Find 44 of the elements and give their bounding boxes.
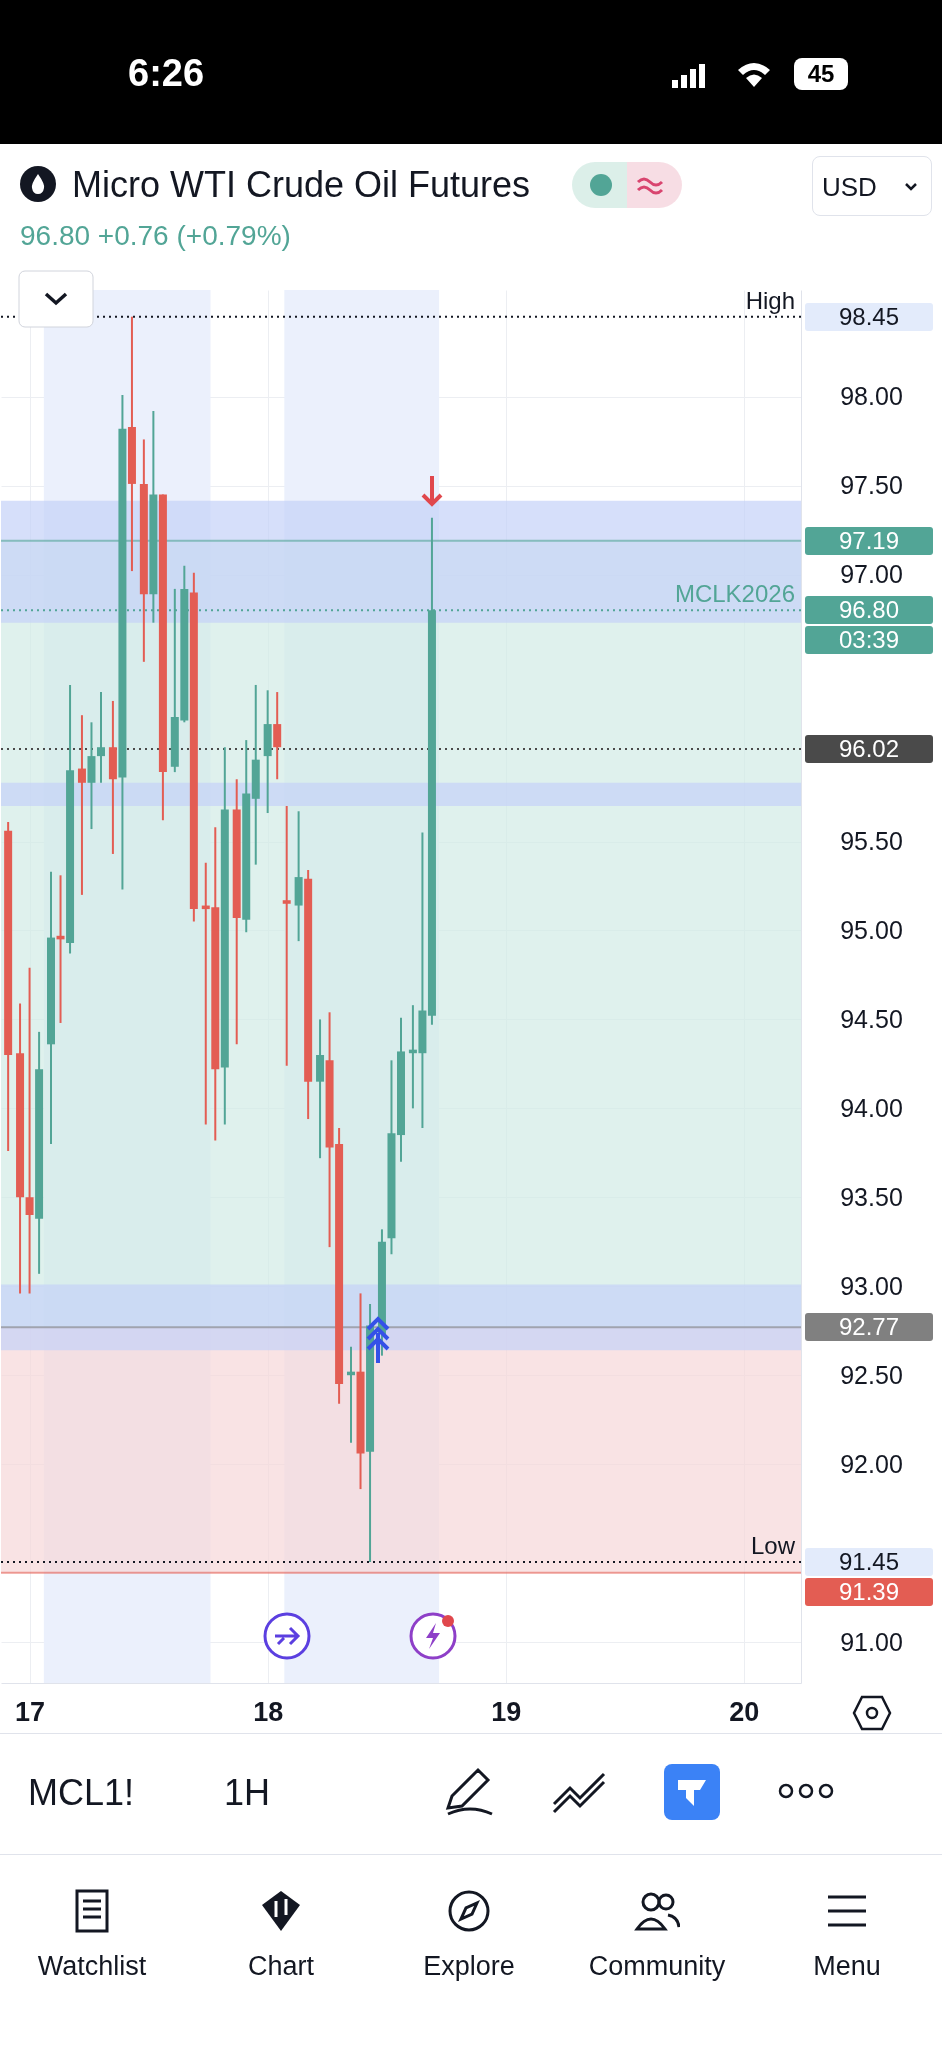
text: Watchlist xyxy=(36,1951,148,1982)
y-tick-label: 95.50 xyxy=(840,827,903,856)
battery-icon: 45 xyxy=(794,58,848,90)
text: 96.02 xyxy=(805,734,933,763)
text: Menu xyxy=(812,1951,882,1982)
candlestick xyxy=(282,804,291,1067)
y-tick-label: 97.00 xyxy=(840,560,903,589)
candlestick xyxy=(97,691,105,784)
text: 97.19 xyxy=(805,526,933,555)
text: 96.80 xyxy=(805,596,933,625)
y-tick-label: 91.00 xyxy=(840,1627,903,1656)
text: 92.77 xyxy=(805,1313,933,1342)
x-tick-label: 19 xyxy=(491,1696,522,1727)
y-tick-label: 93.50 xyxy=(840,1182,903,1211)
text: USD xyxy=(822,172,877,203)
y-tick-label: 93.00 xyxy=(840,1271,903,1300)
x-tick-label: 18 xyxy=(253,1696,284,1727)
text: MCL1! xyxy=(28,1772,135,1814)
text: Community xyxy=(587,1951,727,1982)
candlestick xyxy=(77,714,86,896)
text: 91.39 xyxy=(805,1578,933,1607)
y-tick-label: 92.00 xyxy=(840,1449,903,1478)
chart-subtitle: 96.80 +0.76 (+0.79%) xyxy=(20,220,291,252)
x-tick-label: 17 xyxy=(15,1696,46,1727)
text: 91.45 xyxy=(805,1548,933,1577)
text: 6:26 xyxy=(128,52,205,95)
y-tick-label: 97.50 xyxy=(840,471,903,500)
x-tick-label: 20 xyxy=(729,1696,760,1727)
ref-line-label: High xyxy=(744,286,795,315)
ref-line-label: MCLK2026 xyxy=(673,580,795,609)
text: Chart xyxy=(247,1951,315,1982)
y-tick-label: 92.50 xyxy=(840,1360,903,1389)
y-tick-label: 94.50 xyxy=(840,1004,903,1033)
y-tick-label: 95.00 xyxy=(840,915,903,944)
y-tick-label: 94.00 xyxy=(840,1093,903,1122)
candlestick xyxy=(25,966,34,1295)
y-tick-label: 98.00 xyxy=(840,382,903,411)
text: 98.45 xyxy=(805,302,933,331)
text: 1H xyxy=(224,1772,271,1814)
text: Explore xyxy=(422,1951,516,1982)
candlestick xyxy=(273,691,282,781)
ref-line-label: Low xyxy=(749,1532,795,1561)
chart-title: Micro WTI Crude Oil Futures xyxy=(72,164,531,206)
text: 03:39 xyxy=(805,626,933,655)
